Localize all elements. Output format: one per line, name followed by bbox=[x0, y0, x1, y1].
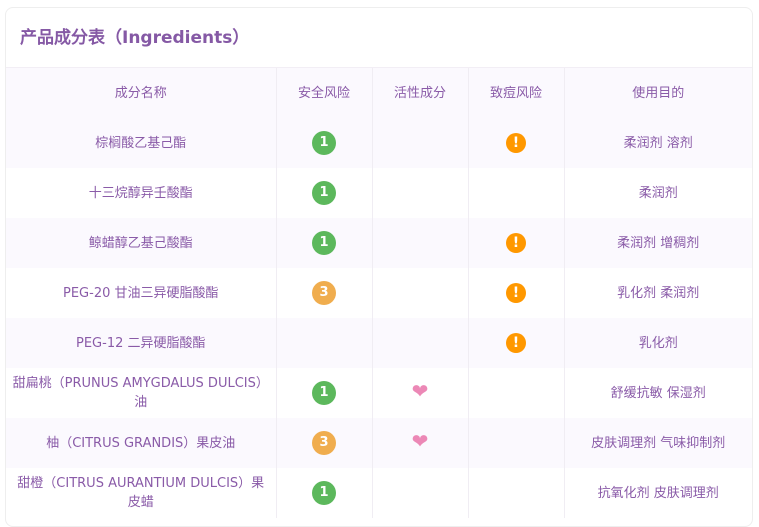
header-safety-risk: 安全风险 bbox=[276, 68, 373, 118]
header-active: 活性成分 bbox=[372, 68, 469, 118]
table-header: 成分名称 安全风险 活性成分 致痘风险 使用目的 bbox=[6, 68, 752, 118]
safety-risk-cell: 1 bbox=[276, 468, 373, 518]
acne-risk-cell bbox=[468, 418, 565, 468]
ingredient-name[interactable]: 柚（CITRUS GRANDIS）果皮油 bbox=[6, 418, 277, 468]
purpose-cell: 抗氧化剂 皮肤调理剂 bbox=[597, 485, 719, 501]
ingredient-name[interactable]: PEG-20 甘油三异硬脂酸酯 bbox=[6, 268, 277, 318]
table-row[interactable]: 柚（CITRUS GRANDIS）果皮油 3 ❤ 皮肤调理剂 气味抑制剂 bbox=[6, 418, 752, 468]
ingredients-card: 产品成分表（Ingredients） 成分名称 安全风险 活性成分 致痘风险 使… bbox=[5, 7, 753, 527]
header-acne-risk: 致痘风险 bbox=[468, 68, 565, 118]
ingredients-table: 成分名称 安全风险 活性成分 致痘风险 使用目的 棕榈酸乙基己酯 1 ! 柔润剂… bbox=[6, 68, 752, 518]
active-cell: ❤ bbox=[372, 368, 469, 418]
table-row[interactable]: 鲸蜡醇乙基己酸酯 1 ! 柔润剂 增稠剂 bbox=[6, 218, 752, 268]
active-cell bbox=[372, 268, 469, 318]
risk-badge: 1 bbox=[312, 231, 336, 255]
active-cell bbox=[372, 218, 469, 268]
risk-badge: 1 bbox=[312, 181, 336, 205]
purpose-cell: 舒缓抗敏 保湿剂 bbox=[610, 385, 706, 401]
card-title: 产品成分表（Ingredients） bbox=[6, 8, 752, 68]
warning-icon: ! bbox=[506, 333, 526, 353]
header-name: 成分名称 bbox=[6, 68, 277, 118]
safety-risk-cell bbox=[276, 318, 373, 368]
purpose-cell: 柔润剂 增稠剂 bbox=[617, 235, 700, 251]
safety-risk-cell: 1 bbox=[276, 368, 373, 418]
active-cell bbox=[372, 118, 469, 168]
acne-risk-cell: ! bbox=[468, 318, 565, 368]
ingredient-name[interactable]: 十三烷醇异壬酸酯 bbox=[6, 168, 277, 218]
acne-risk-cell bbox=[468, 468, 565, 518]
risk-badge: 3 bbox=[312, 431, 336, 455]
table-row[interactable]: 甜扁桃（PRUNUS AMYGDALUS DULCIS）油 1 ❤ 舒缓抗敏 保… bbox=[6, 368, 752, 418]
active-cell bbox=[372, 468, 469, 518]
risk-badge: 3 bbox=[312, 281, 336, 305]
risk-badge: 1 bbox=[312, 481, 336, 505]
acne-risk-cell: ! bbox=[468, 118, 565, 168]
table-row[interactable]: PEG-20 甘油三异硬脂酸酯 3 ! 乳化剂 柔润剂 bbox=[6, 268, 752, 318]
safety-risk-cell: 3 bbox=[276, 418, 373, 468]
ingredient-name[interactable]: 棕榈酸乙基己酯 bbox=[6, 118, 277, 168]
ingredient-name[interactable]: PEG-12 二异硬脂酸酯 bbox=[6, 318, 277, 368]
warning-icon: ! bbox=[506, 283, 526, 303]
active-cell: ❤ bbox=[372, 418, 469, 468]
safety-risk-cell: 1 bbox=[276, 218, 373, 268]
active-cell bbox=[372, 318, 469, 368]
table-row[interactable]: 棕榈酸乙基己酯 1 ! 柔润剂 溶剂 bbox=[6, 118, 752, 168]
purpose-cell: 乳化剂 柔润剂 bbox=[617, 285, 700, 301]
purpose-cell: 乳化剂 bbox=[638, 335, 678, 351]
purpose-cell: 柔润剂 溶剂 bbox=[623, 135, 693, 151]
table-row[interactable]: PEG-12 二异硬脂酸酯 ! 乳化剂 bbox=[6, 318, 752, 368]
acne-risk-cell: ! bbox=[468, 268, 565, 318]
table-row[interactable]: 十三烷醇异壬酸酯 1 柔润剂 bbox=[6, 168, 752, 218]
table-row[interactable]: 甜橙（CITRUS AURANTIUM DULCIS）果皮蜡 1 抗氧化剂 皮肤… bbox=[6, 468, 752, 518]
safety-risk-cell: 1 bbox=[276, 168, 373, 218]
acne-risk-cell bbox=[468, 168, 565, 218]
heart-icon: ❤ bbox=[411, 379, 429, 403]
risk-badge: 1 bbox=[312, 131, 336, 155]
heart-icon: ❤ bbox=[411, 429, 429, 453]
ingredient-name[interactable]: 甜橙（CITRUS AURANTIUM DULCIS）果皮蜡 bbox=[6, 468, 277, 518]
purpose-cell: 柔润剂 bbox=[638, 185, 678, 201]
warning-icon: ! bbox=[506, 233, 526, 253]
ingredient-name[interactable]: 甜扁桃（PRUNUS AMYGDALUS DULCIS）油 bbox=[6, 368, 277, 418]
acne-risk-cell bbox=[468, 368, 565, 418]
active-cell bbox=[372, 168, 469, 218]
warning-icon: ! bbox=[506, 133, 526, 153]
safety-risk-cell: 1 bbox=[276, 118, 373, 168]
acne-risk-cell: ! bbox=[468, 218, 565, 268]
purpose-cell: 皮肤调理剂 气味抑制剂 bbox=[591, 435, 726, 451]
header-purpose: 使用目的 bbox=[632, 85, 685, 101]
safety-risk-cell: 3 bbox=[276, 268, 373, 318]
ingredient-name[interactable]: 鲸蜡醇乙基己酸酯 bbox=[6, 218, 277, 268]
risk-badge: 1 bbox=[312, 381, 336, 405]
